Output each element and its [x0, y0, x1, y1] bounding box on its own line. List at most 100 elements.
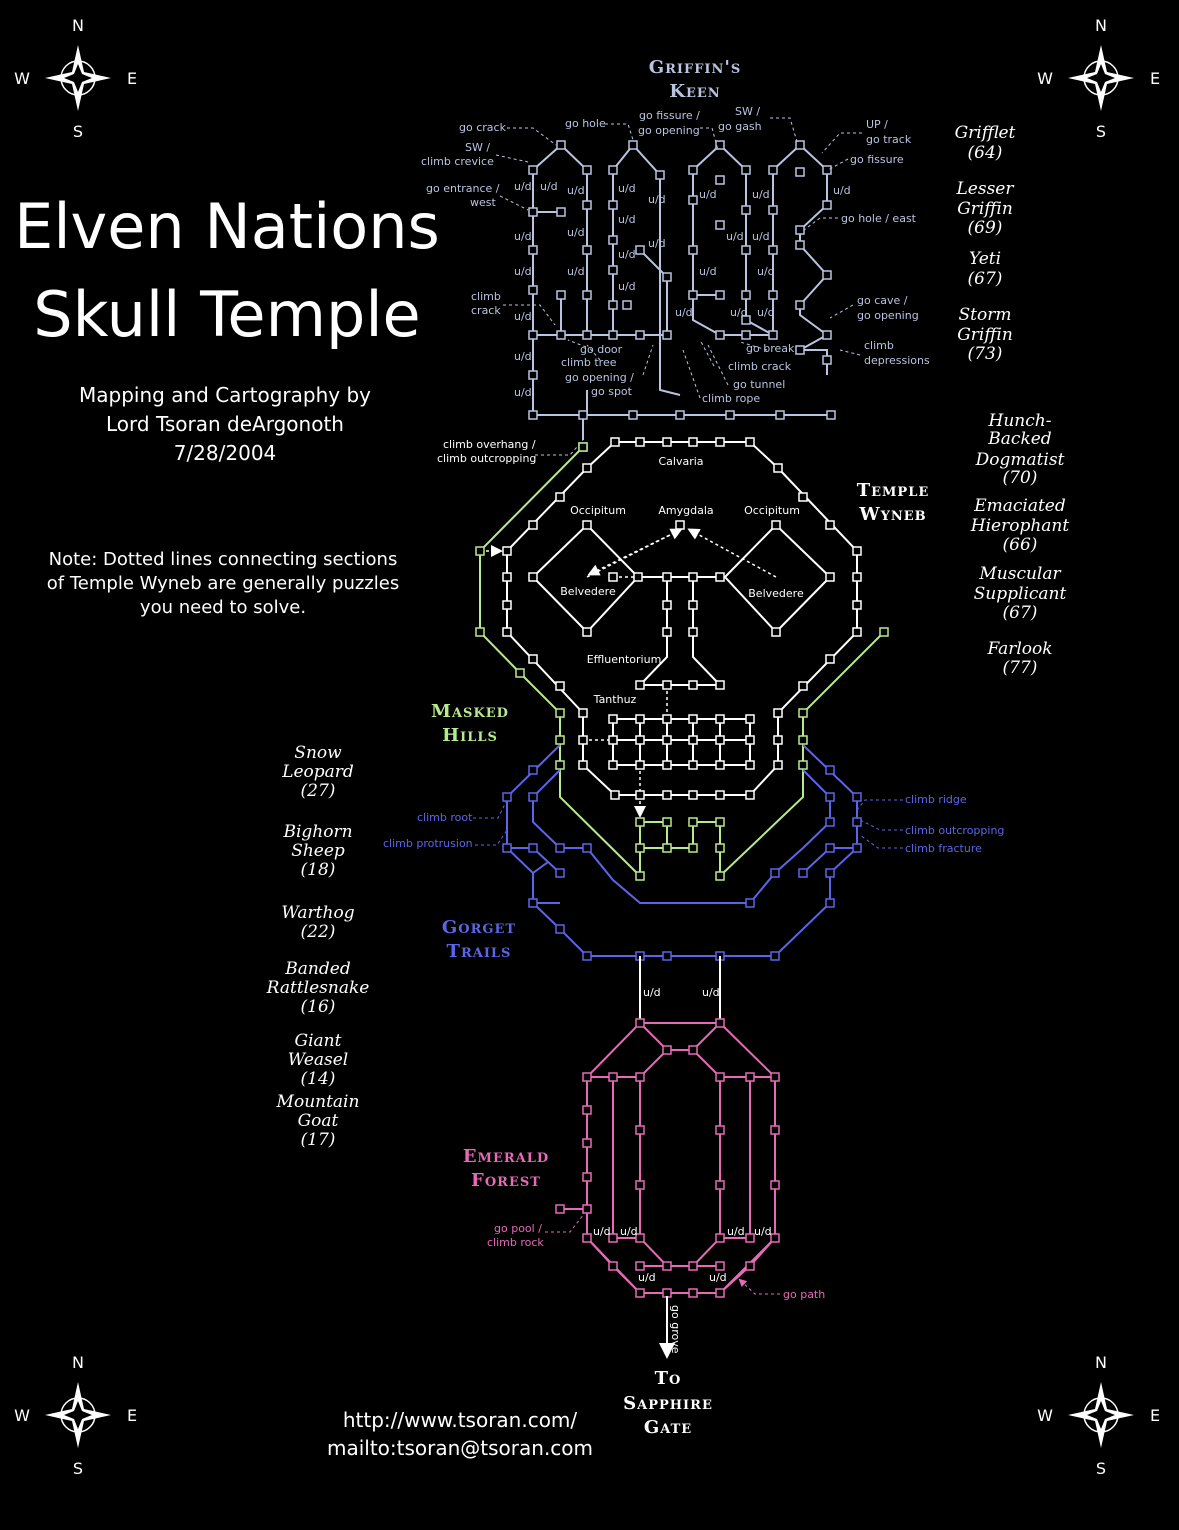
map-room [582, 843, 592, 853]
map-room [688, 760, 698, 770]
svg-text:climb outcropping: climb outcropping [905, 824, 1004, 837]
map-room [773, 708, 783, 718]
map-room [745, 760, 755, 770]
svg-text:go door: go door [580, 343, 623, 356]
map-room [662, 1261, 672, 1271]
map-room [715, 1180, 725, 1190]
map-room [688, 680, 698, 690]
svg-text:Amygdala: Amygdala [658, 504, 713, 517]
map-room [608, 1261, 618, 1271]
svg-text:u/d: u/d [709, 1271, 727, 1284]
svg-text:SW /: SW / [735, 105, 760, 118]
title-line-2: Skull Temple [33, 278, 420, 351]
map-room [528, 207, 538, 217]
compass-letter: W [1037, 69, 1053, 88]
map-room [688, 627, 698, 637]
svg-text:climb tree: climb tree [561, 356, 617, 369]
map-room [528, 285, 538, 295]
monster-name: Rattlesnake [266, 978, 370, 998]
map-room [741, 330, 751, 340]
map-room [662, 735, 672, 745]
svg-text:climb rock: climb rock [487, 1236, 544, 1249]
map-room [825, 868, 835, 878]
map-room [502, 546, 512, 556]
map-room [822, 355, 832, 365]
website-link[interactable]: http://www.tsoran.com/ [343, 1408, 578, 1432]
map-room [662, 817, 672, 827]
map-room [770, 1072, 780, 1082]
monster-level: (67) [1003, 603, 1038, 623]
map-room [582, 1072, 592, 1082]
map-room [528, 370, 538, 380]
monster-list-left: Snow Leopard (27) Bighorn Sheep (18) War… [266, 743, 370, 1150]
compass-icon: N S W E [14, 1353, 137, 1478]
exit-label-3: Gate [644, 1417, 692, 1438]
compass-letter: E [127, 1406, 137, 1425]
map-room [635, 437, 645, 447]
svg-text:go track: go track [866, 133, 912, 146]
map-room [825, 520, 835, 530]
svg-text:climb overhang /: climb overhang / [443, 438, 536, 451]
map-room [768, 245, 778, 255]
svg-text:u/d: u/d [754, 1225, 772, 1238]
map-room [582, 330, 592, 340]
ud-label: u/d [757, 306, 775, 319]
map-room [662, 330, 672, 340]
svg-text:west: west [470, 196, 496, 209]
map-room [822, 330, 832, 340]
svg-text:u/d: u/d [638, 1271, 656, 1284]
map-room [662, 680, 672, 690]
credit-line-1: Mapping and Cartography by [79, 383, 371, 407]
email-link[interactable]: mailto:tsoran@tsoran.com [327, 1436, 593, 1460]
svg-text:Effluentorium: Effluentorium [587, 653, 662, 666]
map-room [555, 492, 565, 502]
monster-level: (27) [301, 781, 336, 801]
monster-name: Warthog [281, 903, 354, 923]
masked-hills-rooms [475, 442, 889, 881]
map-room [852, 817, 862, 827]
monster-name: Mountain [276, 1092, 360, 1112]
map-room [771, 520, 781, 530]
svg-text:climb rope: climb rope [702, 392, 760, 405]
monster-name: Muscular [978, 564, 1061, 584]
ud-label: u/d [702, 986, 720, 999]
ud-label: u/d [567, 265, 585, 278]
map-room [745, 898, 755, 908]
map-room [826, 410, 836, 420]
monster-name: Snow [294, 743, 342, 763]
map-room [822, 200, 832, 210]
monster-name: Supplicant [974, 584, 1067, 604]
svg-text:go gash: go gash [718, 120, 762, 133]
map-room [879, 627, 889, 637]
map-room [555, 868, 565, 878]
map-room [662, 272, 672, 282]
map-room [715, 1233, 725, 1243]
section-temple-wyneb-1: Temple [857, 480, 930, 501]
map-room [662, 843, 672, 853]
monster-level: (64) [968, 143, 1003, 163]
svg-text:u/d: u/d [593, 1225, 611, 1238]
map-room [715, 1261, 725, 1271]
note-line-3: you need to solve. [140, 597, 306, 618]
exit-label-1: To [655, 1368, 682, 1389]
map-room [715, 790, 725, 800]
monster-level: (18) [301, 860, 336, 880]
gorget-trails-labels: climb root climb protrusion climb ridge … [383, 793, 1004, 855]
map-room [608, 1072, 618, 1082]
monster-name: Leopard [281, 762, 354, 782]
map-room [745, 437, 755, 447]
map-room [715, 1125, 725, 1135]
map-room [528, 765, 538, 775]
map-room [633, 572, 643, 582]
svg-text:u/d: u/d [727, 1225, 745, 1238]
map-room [655, 170, 665, 180]
map-room [582, 463, 592, 473]
map-room [556, 330, 566, 340]
monster-name: Weasel [288, 1050, 349, 1070]
map-room [662, 760, 672, 770]
map-room [852, 600, 862, 610]
map-room [635, 871, 645, 881]
map-room [715, 572, 725, 582]
ud-label: u/d [752, 188, 770, 201]
map-room [555, 924, 565, 934]
